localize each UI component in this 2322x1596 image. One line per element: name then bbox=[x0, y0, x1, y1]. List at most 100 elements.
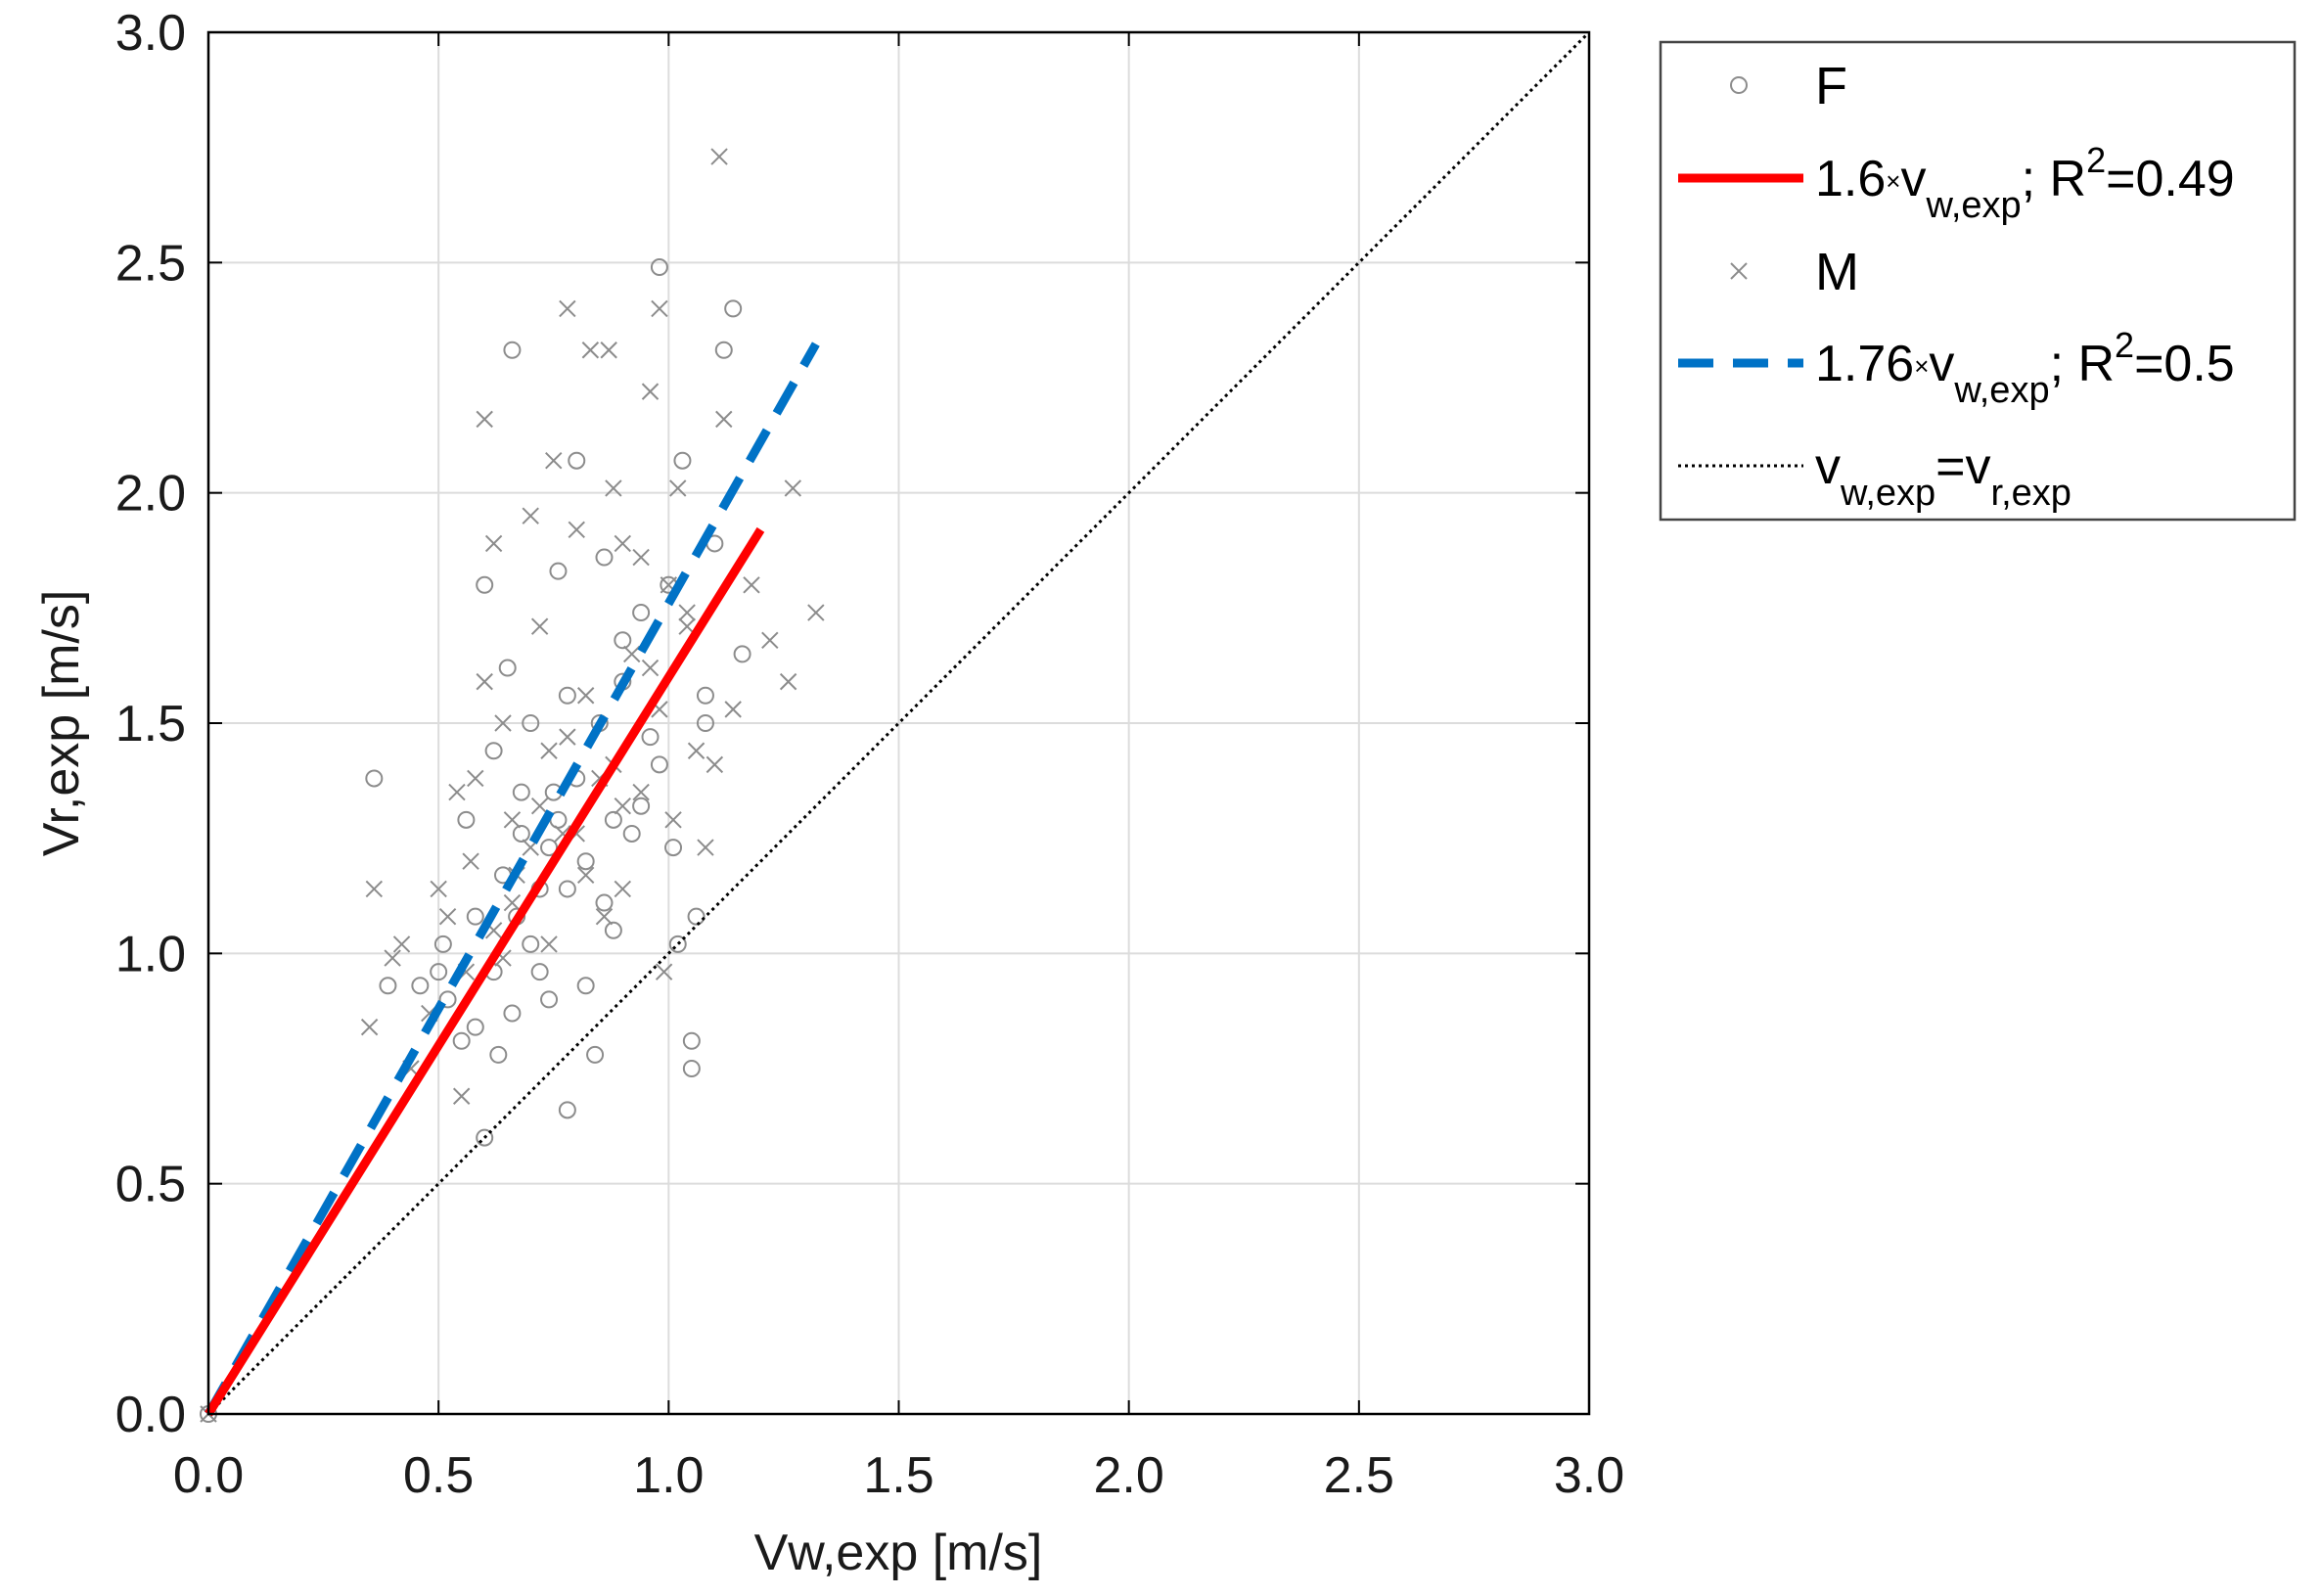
female-data-point bbox=[522, 935, 540, 953]
y-tick-label: 0.5 bbox=[115, 1157, 186, 1213]
fit-line-male bbox=[205, 342, 820, 1417]
male-data-point bbox=[743, 576, 760, 594]
male-data-point bbox=[452, 1087, 471, 1105]
female-data-point bbox=[576, 852, 595, 871]
female-data-point bbox=[673, 451, 692, 470]
male-data-point bbox=[710, 148, 728, 165]
female-data-point bbox=[595, 893, 614, 912]
female-data-point bbox=[411, 977, 430, 995]
x-tick-label: 2.0 bbox=[1094, 1447, 1164, 1504]
male-data-point bbox=[476, 672, 493, 691]
female-data-point bbox=[438, 990, 457, 1009]
male-data-point bbox=[392, 935, 411, 953]
female-data-point bbox=[604, 921, 622, 939]
female-data-point bbox=[558, 880, 576, 898]
female-data-point bbox=[664, 839, 683, 857]
female-data-point bbox=[476, 575, 494, 594]
male-data-point bbox=[761, 631, 779, 649]
male-data-point bbox=[484, 534, 503, 553]
female-data-point bbox=[379, 977, 397, 995]
male-data-point bbox=[503, 811, 522, 829]
male-data-point bbox=[476, 410, 493, 429]
male-data-point bbox=[715, 410, 733, 429]
male-data-point bbox=[522, 507, 539, 524]
male-data-point bbox=[614, 798, 632, 815]
male-data-point bbox=[545, 452, 563, 470]
female-data-point bbox=[733, 645, 751, 663]
male-data-point bbox=[540, 742, 558, 759]
female-data-point bbox=[365, 769, 384, 788]
male-data-point bbox=[576, 687, 595, 705]
male-data-point bbox=[724, 701, 742, 718]
male-data-point bbox=[530, 617, 549, 635]
female-data-point bbox=[650, 755, 668, 774]
x-tick-label: 2.5 bbox=[1324, 1447, 1394, 1504]
female-data-point bbox=[614, 631, 632, 650]
legend-box bbox=[1659, 40, 2297, 522]
female-data-point bbox=[586, 1045, 605, 1064]
male-data-point bbox=[678, 604, 696, 621]
male-data-point bbox=[687, 742, 706, 759]
male-data-point bbox=[641, 659, 660, 677]
female-data-point bbox=[430, 963, 448, 981]
male-data-point bbox=[384, 949, 401, 967]
male-points bbox=[200, 148, 825, 1423]
male-data-point bbox=[365, 880, 384, 898]
male-data-point bbox=[595, 907, 614, 926]
female-data-point bbox=[576, 977, 595, 995]
male-data-point bbox=[360, 1018, 379, 1036]
male-data-point bbox=[503, 893, 522, 912]
female-data-point bbox=[498, 659, 517, 677]
female-data-point bbox=[632, 604, 651, 622]
data-layer bbox=[200, 30, 1591, 1423]
male-data-point bbox=[438, 907, 457, 926]
female-data-point bbox=[452, 1031, 471, 1050]
male-data-point bbox=[779, 672, 797, 691]
legend-item-female: F bbox=[1730, 57, 1847, 115]
male-data-point bbox=[540, 935, 558, 953]
female-data-point bbox=[668, 935, 687, 953]
male-data-point bbox=[600, 342, 617, 359]
female-data-point bbox=[466, 907, 484, 926]
female-data-point bbox=[568, 451, 586, 470]
male-data-point bbox=[784, 479, 802, 497]
fit-line-female bbox=[205, 526, 765, 1417]
male-data-point bbox=[614, 534, 632, 553]
female-data-point bbox=[512, 783, 530, 801]
female-data-point bbox=[714, 341, 733, 359]
legend-circle-marker bbox=[1730, 76, 1748, 94]
x-axis-label: Vw,exp [m/s] bbox=[754, 1525, 1043, 1581]
legend-label-female: F bbox=[1815, 57, 1847, 115]
x-tick-label: 1.5 bbox=[863, 1447, 933, 1504]
male-data-point bbox=[655, 963, 673, 980]
female-data-point bbox=[604, 810, 622, 829]
x-tick-label: 0.0 bbox=[173, 1447, 244, 1504]
x-tick-label: 0.5 bbox=[403, 1447, 474, 1504]
male-data-point bbox=[651, 299, 668, 318]
male-data-point bbox=[706, 755, 724, 774]
y-tick-label: 0.0 bbox=[115, 1387, 186, 1443]
y-axis-label: Vr,exp [m/s] bbox=[33, 590, 90, 857]
female-data-point bbox=[682, 1031, 701, 1050]
female-data-point bbox=[503, 1004, 522, 1023]
y-tick-label: 3.0 bbox=[115, 5, 186, 62]
male-data-point bbox=[641, 383, 660, 400]
female-data-point bbox=[650, 258, 668, 277]
female-data-point bbox=[540, 839, 559, 857]
legend-label-male: M bbox=[1815, 243, 1859, 301]
female-data-point bbox=[522, 714, 540, 732]
male-data-point bbox=[807, 604, 825, 621]
female-data-point bbox=[503, 341, 522, 359]
female-data-point bbox=[433, 935, 452, 953]
female-data-point bbox=[558, 686, 576, 705]
x-tick-labels: 0.0 0.5 1.0 1.5 2.0 2.5 3.0 bbox=[173, 1447, 1624, 1504]
female-data-point bbox=[641, 728, 660, 747]
male-data-point bbox=[448, 783, 466, 801]
female-data-point bbox=[558, 1101, 576, 1119]
female-data-point bbox=[476, 1128, 494, 1147]
female-data-point bbox=[696, 714, 714, 732]
plot-frame bbox=[206, 30, 1591, 1416]
female-data-point bbox=[540, 990, 559, 1009]
y-tick-label: 1.0 bbox=[115, 926, 186, 982]
female-data-point bbox=[632, 797, 651, 815]
